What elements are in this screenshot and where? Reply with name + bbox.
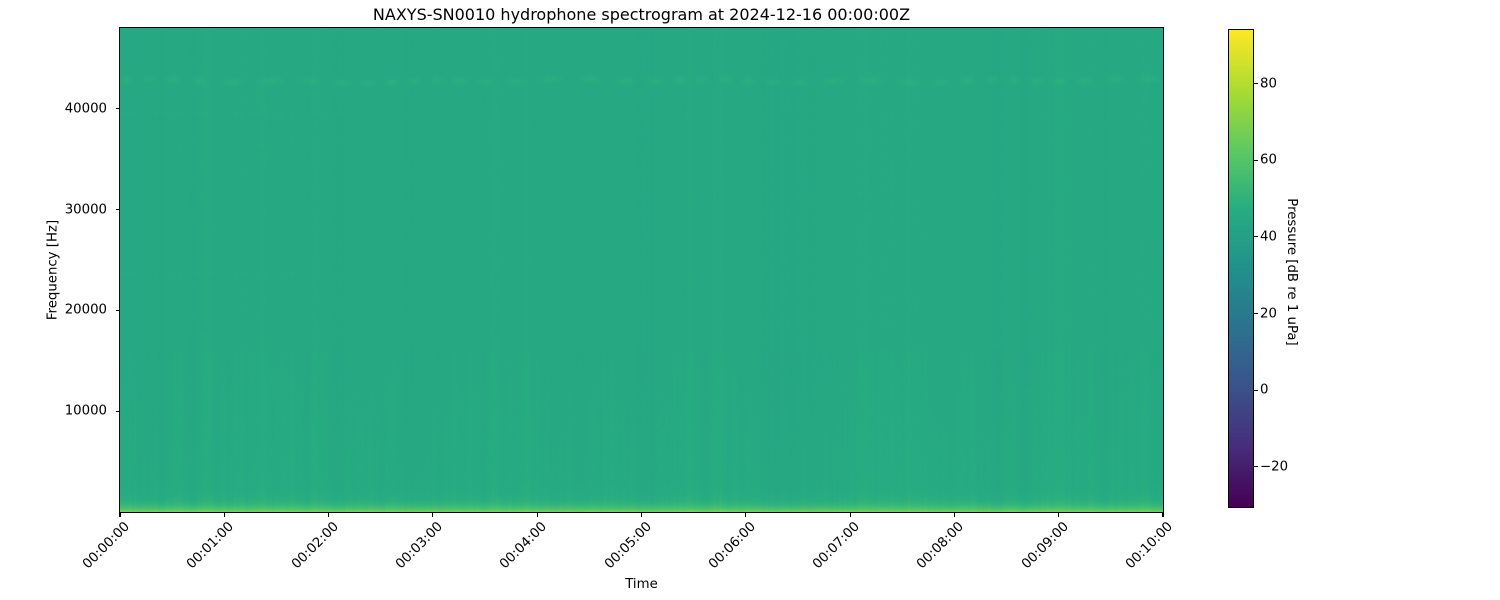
x-tick-mark — [1058, 513, 1060, 517]
spectrogram-plot-area — [118, 26, 1164, 513]
y-tick-label: 20000 — [64, 302, 107, 318]
colorbar-label: Pressure [dB re 1 uPa] — [1284, 198, 1299, 346]
y-tick-label: 40000 — [64, 101, 107, 117]
colorbar-tick-mark — [1253, 312, 1258, 315]
spectrogram-heatmap-canvas — [119, 27, 1163, 512]
x-tick-mark — [953, 513, 955, 517]
colorbar-tick-label: 0 — [1260, 382, 1269, 398]
colorbar-tick-label: 60 — [1260, 152, 1277, 168]
x-tick-mark — [849, 513, 851, 517]
y-tick-mark — [115, 108, 120, 110]
x-tick-mark — [1162, 513, 1164, 517]
y-tick-mark — [115, 410, 120, 412]
x-tick-mark — [640, 513, 643, 517]
y-tick-label: 10000 — [64, 403, 107, 419]
x-tick-mark — [536, 513, 538, 517]
colorbar-tick-mark — [1253, 236, 1258, 238]
colorbar-tick-label: −20 — [1260, 459, 1289, 475]
colorbar-tick-mark — [1253, 466, 1258, 468]
x-tick-mark — [432, 513, 434, 517]
colorbar-tick-label: 80 — [1260, 76, 1277, 92]
y-tick-mark — [115, 208, 120, 211]
x-tick-mark — [745, 513, 747, 517]
x-tick-mark — [223, 513, 225, 517]
colorbar-tick-label: 40 — [1260, 229, 1277, 245]
colorbar-gradient-canvas — [1228, 29, 1253, 507]
colorbar-tick-label: 20 — [1260, 306, 1277, 322]
colorbar — [1227, 28, 1254, 508]
x-axis-label: Time — [625, 577, 658, 592]
chart-title: NAXYS-SN0010 hydrophone spectrogram at 2… — [372, 5, 911, 24]
colorbar-tick-mark — [1253, 159, 1258, 161]
x-tick-mark — [328, 513, 330, 517]
colorbar-tick-mark — [1253, 389, 1258, 391]
x-tick-mark — [119, 513, 121, 517]
colorbar-tick-mark — [1253, 83, 1258, 85]
y-tick-mark — [115, 309, 120, 311]
y-tick-label: 30000 — [64, 202, 107, 217]
